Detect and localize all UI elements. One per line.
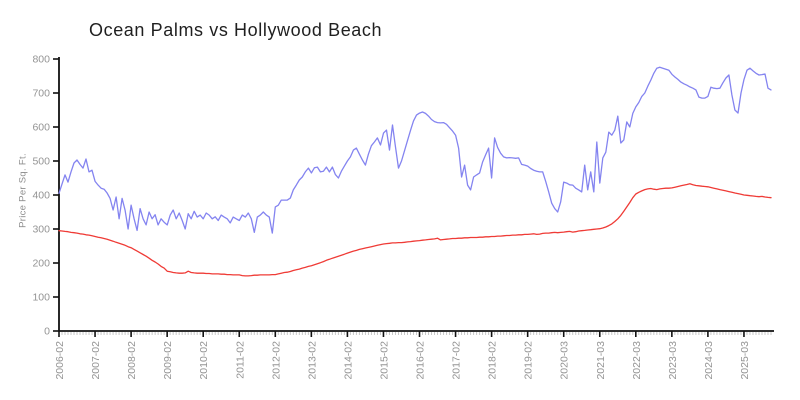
y-tick-label: 100	[32, 292, 50, 304]
x-tick-label: 2007-02	[90, 341, 102, 380]
x-tick-label: 2011-02	[234, 341, 246, 379]
y-tick-label: 600	[32, 122, 50, 134]
x-tick-label: 2022-03	[631, 341, 643, 380]
x-tick-label: 2008-02	[126, 341, 138, 380]
x-tick-label: 2013-02	[306, 341, 318, 380]
series-line-hollywood-beach	[58, 183, 772, 277]
x-tick-label: 2012-02	[270, 341, 282, 380]
x-tick-label: 2018-02	[487, 341, 499, 380]
x-tick-label: 2010-02	[198, 341, 210, 380]
x-tick-label: 2024-03	[703, 341, 715, 380]
y-tick-label: 700	[32, 88, 50, 100]
y-tick-label: 500	[32, 156, 50, 168]
series-line-ocean-palms	[58, 66, 772, 234]
x-tick-label: 2014-02	[342, 341, 354, 380]
x-tick-label: 2019-02	[523, 341, 535, 380]
x-tick-label: 2025-03	[739, 341, 751, 380]
x-tick-label: 2016-02	[415, 341, 427, 380]
y-tick-label: 300	[32, 224, 50, 236]
x-tick-label: 2021-03	[595, 341, 607, 380]
y-tick-label: 200	[32, 258, 50, 270]
x-tick-label: 2006-02	[54, 341, 66, 380]
y-tick-label: 0	[44, 326, 50, 338]
x-tick-label: 2020-03	[559, 341, 571, 380]
x-tick-label: 2017-02	[451, 341, 463, 380]
x-tick-label: 2023-03	[667, 341, 679, 380]
y-tick-label: 400	[32, 190, 50, 202]
chart-title: Ocean Palms vs Hollywood Beach	[89, 20, 383, 40]
x-tick-label: 2009-02	[162, 341, 174, 380]
x-tick-label: 2015-02	[378, 341, 390, 380]
y-tick-label: 800	[32, 54, 50, 66]
